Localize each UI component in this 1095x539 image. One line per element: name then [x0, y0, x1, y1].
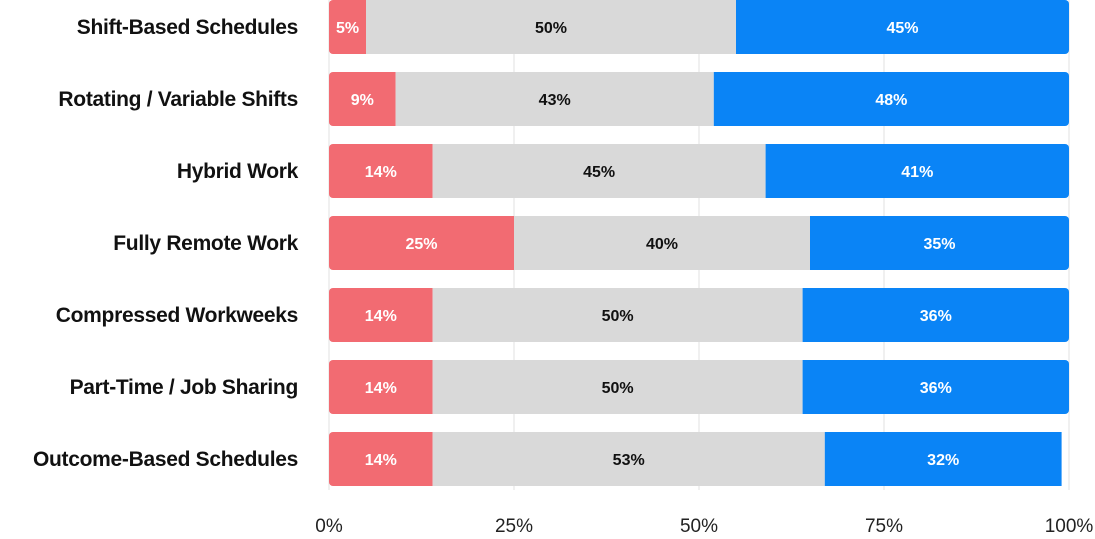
bar-segment-1 [329, 72, 396, 126]
bar-segment-2 [432, 288, 803, 342]
category-label: Hybrid Work [177, 160, 299, 183]
data-label: 36% [920, 308, 952, 325]
x-tick-label: 25% [495, 516, 533, 537]
bar-segment-2 [514, 216, 810, 270]
data-label: 53% [613, 452, 645, 469]
data-label: 14% [365, 452, 397, 469]
data-label: 50% [602, 308, 634, 325]
data-label: 14% [365, 164, 397, 181]
data-label: 32% [927, 452, 959, 469]
bar-segment-3 [824, 432, 1062, 486]
x-tick-label: 0% [315, 516, 343, 537]
category-label: Compressed Workweeks [56, 304, 298, 327]
bars: 5% 50% 45% 9% 43% 48% 14% 45% 41% 25% 40% 35% 14% 50%… [329, 0, 1069, 486]
bar-row [329, 432, 1062, 486]
data-label: 5% [336, 20, 359, 37]
data-label: 48% [875, 92, 907, 109]
x-tick-label: 50% [680, 516, 718, 537]
bar-segment-2 [432, 144, 766, 198]
bar-segment-1 [329, 216, 514, 270]
bar-row [329, 216, 1069, 270]
data-label: 14% [365, 308, 397, 325]
category-label: Fully Remote Work [113, 232, 298, 255]
bar-segment-2 [366, 0, 736, 54]
data-label: 45% [886, 20, 918, 37]
bar-row [329, 72, 1069, 126]
x-tick-label: 75% [865, 516, 903, 537]
bar-segment-1 [329, 432, 433, 486]
data-label: 45% [583, 164, 615, 181]
bar-row [329, 144, 1069, 198]
x-axis-ticks: 0% 25% 50% 75% 100% [315, 516, 1093, 537]
category-label: Rotating / Variable Shifts [58, 88, 298, 111]
bar-segment-1 [329, 360, 433, 414]
data-label: 25% [405, 236, 437, 253]
data-label: 43% [539, 92, 571, 109]
category-labels: Shift-Based Schedules Rotating / Variable… [33, 16, 299, 471]
bar-row [329, 360, 1069, 414]
bar-segment-3 [713, 72, 1069, 126]
data-label: 41% [901, 164, 933, 181]
bar-segment-3 [765, 144, 1069, 198]
bar-segment-1 [329, 0, 366, 54]
bar-segment-3 [802, 288, 1069, 342]
category-label: Part-Time / Job Sharing [70, 376, 298, 399]
bar-segment-2 [395, 72, 714, 126]
data-label: 50% [535, 20, 567, 37]
data-label: 9% [351, 92, 374, 109]
data-label: 35% [923, 236, 955, 253]
bar-row [329, 288, 1069, 342]
bar-segment-1 [329, 144, 433, 198]
data-label: 36% [920, 380, 952, 397]
bar-segment-3 [810, 216, 1069, 270]
data-label: 50% [602, 380, 634, 397]
category-label: Shift-Based Schedules [77, 16, 298, 39]
bar-segment-2 [432, 432, 825, 486]
bar-segment-2 [432, 360, 803, 414]
data-label: 14% [365, 380, 397, 397]
bar-segment-1 [329, 288, 433, 342]
category-label: Outcome-Based Schedules [33, 448, 298, 471]
bar-row [329, 0, 1069, 54]
data-label: 40% [646, 236, 678, 253]
x-tick-label: 100% [1045, 516, 1094, 537]
bar-segment-3 [802, 360, 1069, 414]
bar-segment-3 [736, 0, 1069, 54]
